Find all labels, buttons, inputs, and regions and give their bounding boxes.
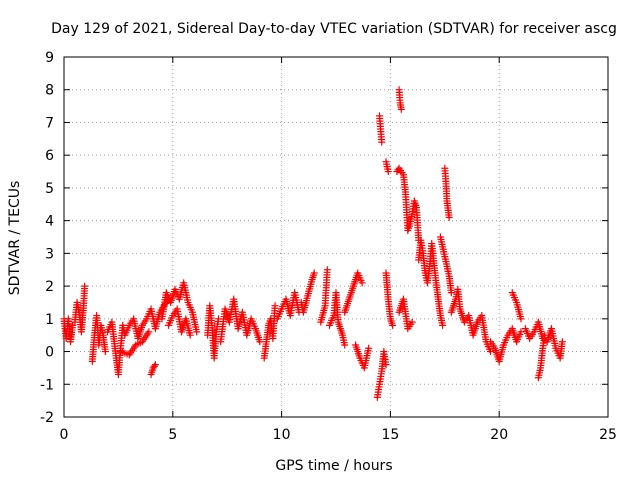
data-point <box>384 168 392 176</box>
data-point <box>193 328 201 336</box>
y-tick-label: 8 <box>45 83 54 99</box>
data-point <box>271 302 279 310</box>
x-tick-label: 0 <box>60 427 69 443</box>
data-point <box>151 361 159 369</box>
grid-lines <box>64 57 608 417</box>
y-tick-label: 9 <box>45 50 54 66</box>
y-tick-label: -2 <box>40 410 54 426</box>
chart-title: Day 129 of 2021, Sidereal Day-to-day VTE… <box>51 21 617 37</box>
x-tick-label: 15 <box>381 427 399 443</box>
y-tick-label: 4 <box>45 214 54 230</box>
y-axis-label: SDTVAR / TECUs <box>7 181 23 296</box>
x-tick-label: 5 <box>168 427 177 443</box>
y-tick-label: 0 <box>45 345 54 361</box>
data-point <box>445 213 453 221</box>
y-tick-label: 7 <box>45 115 54 131</box>
data-point <box>341 341 349 349</box>
data-point <box>365 344 373 352</box>
y-tick-label: -1 <box>40 377 54 393</box>
data-point <box>397 105 405 113</box>
x-tick-label: 10 <box>273 427 291 443</box>
y-tick-label: 6 <box>45 148 54 164</box>
data-point <box>150 362 158 370</box>
y-tick-label: 2 <box>45 279 54 295</box>
data-point <box>408 318 416 326</box>
data-point <box>517 315 525 323</box>
data-point <box>517 328 525 336</box>
data-point <box>486 348 494 356</box>
data-point <box>186 331 194 339</box>
x-tick-label: 20 <box>490 427 508 443</box>
data-point <box>101 348 109 356</box>
data-point <box>358 279 366 287</box>
data-points <box>60 86 566 401</box>
y-tick-label: 3 <box>45 246 54 262</box>
data-point <box>541 331 549 339</box>
data-point <box>447 289 455 297</box>
data-point <box>323 266 331 274</box>
data-point <box>389 321 397 329</box>
data-point <box>382 361 390 369</box>
x-tick-label: 25 <box>599 427 617 443</box>
data-point <box>145 328 153 336</box>
y-tick-label: 1 <box>45 312 54 328</box>
plot-frame <box>63 56 609 418</box>
data-point <box>378 138 386 146</box>
data-point <box>558 338 566 346</box>
x-axis-label: GPS time / hours <box>275 458 392 474</box>
data-point <box>81 282 89 290</box>
data-point <box>256 338 264 346</box>
y-tick-label: 5 <box>45 181 54 197</box>
data-point <box>439 321 447 329</box>
axis-ticks: 0 5 10 15 20 25 -2 -1 0 1 2 3 4 5 6 7 8 9 <box>40 50 617 443</box>
data-point <box>310 269 318 277</box>
